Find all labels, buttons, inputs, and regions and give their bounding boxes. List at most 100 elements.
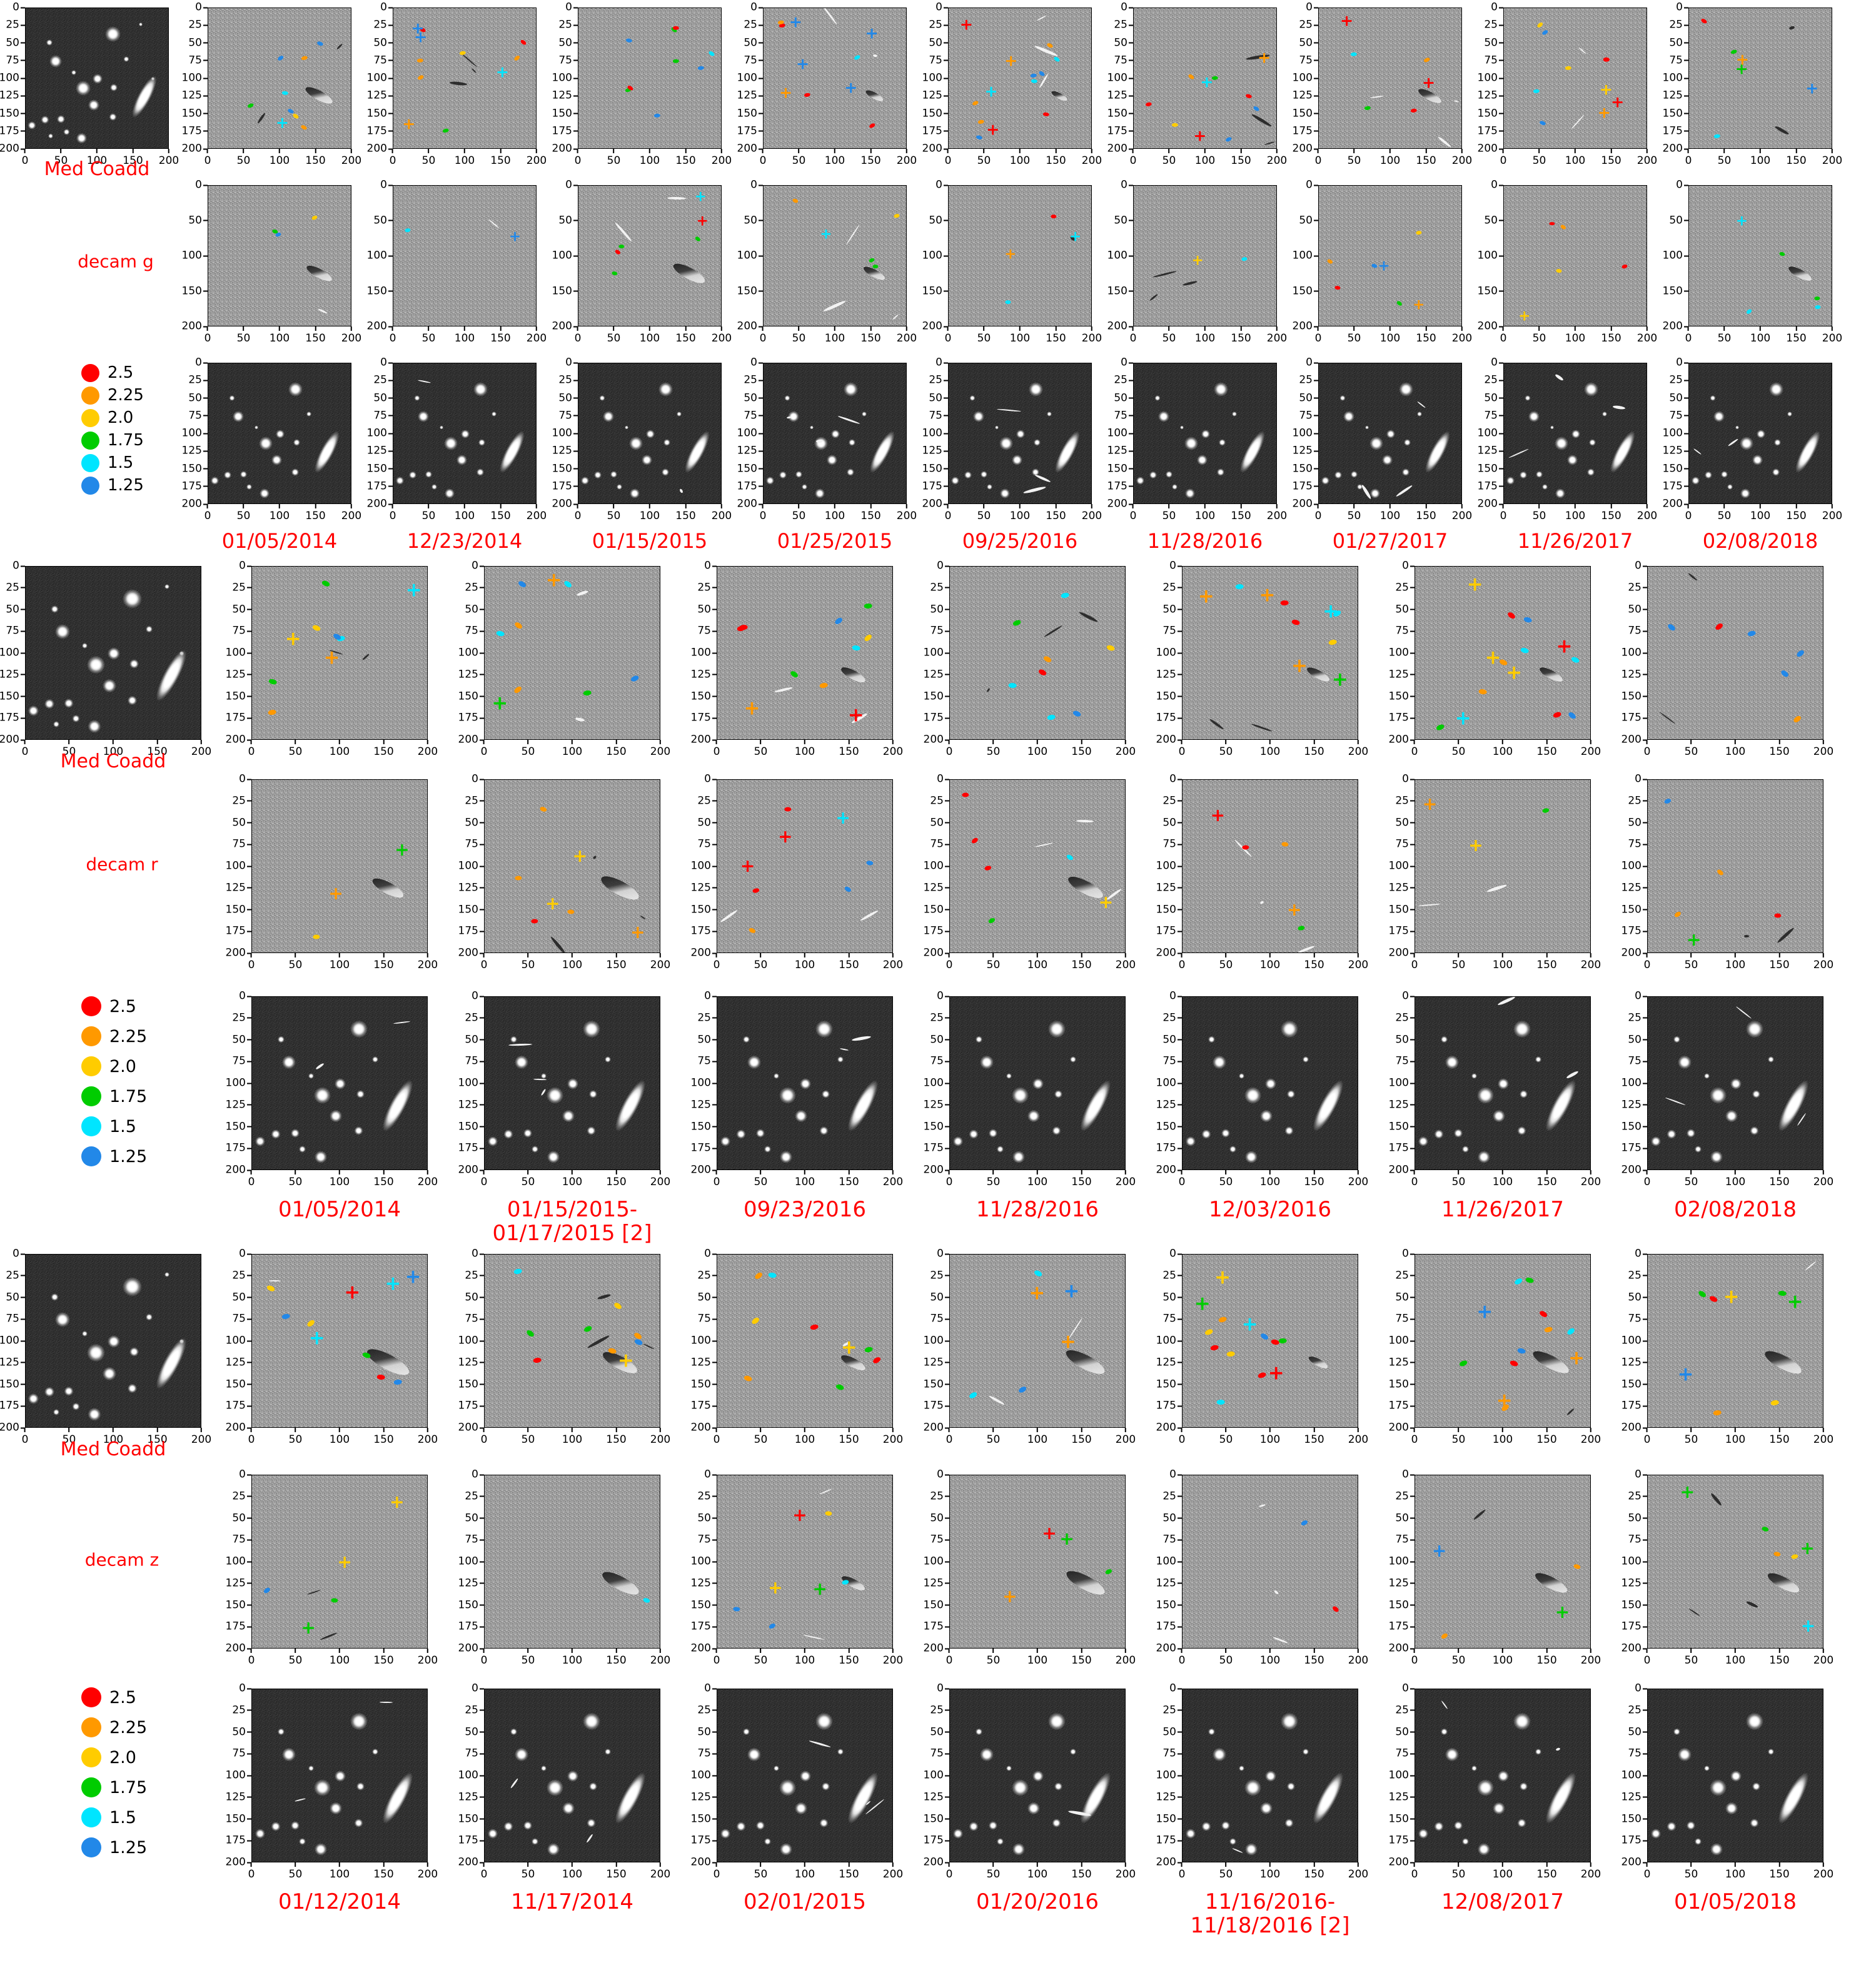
- epoch-date-caption[interactable]: 01/25/2015: [777, 530, 892, 553]
- panel-image: [578, 8, 722, 149]
- panel-image: + + + +: [393, 8, 537, 149]
- dark-artifact: [1566, 1408, 1575, 1416]
- detection-marker: [612, 271, 618, 276]
- y-axis-tick: 25: [1628, 1491, 1647, 1502]
- epoch-panel-difference: + +0 25 50 75 100 125 150 175 200 0 50 100 150 200: [1293, 2, 1473, 166]
- detection-marker: [1773, 1551, 1781, 1557]
- y-axis-tick: 0: [935, 2, 948, 13]
- y-axis-tick: 0: [1402, 1248, 1415, 1260]
- y-axis-tick: 100: [1389, 647, 1415, 659]
- y-axis-tick: 75: [1162, 1056, 1182, 1067]
- x-axis-tick: 0: [1500, 326, 1507, 344]
- detection-cross: +: [285, 627, 301, 650]
- epoch-date-caption[interactable]: 11/28/2016: [976, 1198, 1099, 1221]
- difference-noise-image: + + + +: [252, 1255, 427, 1427]
- x-axis-tick: 0: [946, 1428, 953, 1445]
- epoch-date-caption[interactable]: 02/01/2015: [744, 1890, 866, 1914]
- x-axis-tick: 200: [1581, 1862, 1601, 1880]
- y-axis-tick: 175: [552, 481, 578, 492]
- star-source: [64, 1386, 74, 1396]
- y-axis-tick: 150: [922, 463, 948, 474]
- star-source: [314, 1086, 331, 1104]
- detection-marker: [1573, 1563, 1581, 1570]
- detection-marker: [1814, 305, 1821, 309]
- star-source: [1445, 1747, 1460, 1762]
- detection-marker: [1350, 52, 1358, 57]
- epoch-date-caption[interactable]: 01/20/2016: [976, 1890, 1099, 1914]
- y-axis-tick: 25: [1395, 582, 1415, 593]
- epoch-date-caption[interactable]: 12/23/2014: [407, 530, 522, 553]
- epoch-date-caption[interactable]: 01/27/2017: [1333, 530, 1448, 553]
- epoch-date-caption[interactable]: 11/16/2016- 11/18/2016 [2]: [1191, 1890, 1350, 1937]
- y-axis-tick: 175: [1621, 1835, 1647, 1846]
- epoch-date-caption[interactable]: 11/28/2016: [1147, 530, 1263, 553]
- epoch-panel-template: 0 50 100 150 200 0 50 100 150 200: [182, 179, 362, 344]
- star-source: [350, 1020, 368, 1038]
- epoch-date-caption[interactable]: 02/08/2018: [1703, 530, 1818, 553]
- y-axis-tick: 200: [226, 734, 251, 745]
- x-axis-tick: 150: [1304, 1649, 1324, 1666]
- epoch-date-caption[interactable]: 09/25/2016: [962, 530, 1077, 553]
- panel-image: [1647, 566, 1823, 740]
- detection-cross: +: [1002, 1585, 1017, 1607]
- star-source: [503, 1822, 513, 1832]
- epoch-date-caption[interactable]: 01/05/2014: [278, 1198, 401, 1221]
- x-axis-tick: 150: [1304, 1428, 1324, 1445]
- detection-marker: [1708, 1295, 1718, 1303]
- epoch-date-caption[interactable]: 11/26/2017: [1441, 1198, 1564, 1221]
- epoch-date-caption[interactable]: 02/08/2018: [1674, 1198, 1797, 1221]
- x-axis-tick: 200: [650, 1862, 670, 1880]
- y-axis-tick: 125: [1156, 882, 1182, 893]
- star-source: [765, 477, 774, 485]
- detection-marker: [618, 244, 625, 248]
- star-source: [580, 477, 589, 485]
- residual-dipole: [1762, 1346, 1805, 1378]
- star-source: [662, 468, 670, 476]
- y-axis-tick: 200: [924, 947, 949, 959]
- epoch-panel-science: 0 25 50 75 100 125 150 175 200 0 50 100 150 200 11/26/…: [1478, 357, 1658, 552]
- y-axis-tick: 125: [226, 669, 251, 680]
- detection-marker: [1371, 263, 1378, 269]
- dark-artifact: [1251, 113, 1273, 128]
- star-source: [815, 1712, 833, 1730]
- epoch-date-caption[interactable]: 01/05/2018: [1674, 1890, 1797, 1914]
- y-axis-tick: 75: [1484, 55, 1503, 66]
- legend-label: 2.0: [108, 408, 134, 427]
- star-source: [795, 470, 803, 478]
- star-source: [819, 1818, 829, 1828]
- y-axis-tick: 175: [1389, 1835, 1415, 1846]
- y-axis-tick: 125: [182, 90, 208, 101]
- x-axis-tick: 100: [330, 740, 350, 757]
- epoch-date-line: 01/25/2015: [777, 529, 893, 553]
- y-axis-tick: 75: [929, 55, 948, 66]
- epoch-date-caption[interactable]: 12/08/2017: [1441, 1890, 1564, 1914]
- x-axis-tick: 200: [1822, 149, 1842, 166]
- epoch-date-caption[interactable]: 01/15/2015- 01/17/2015 [2]: [493, 1198, 652, 1245]
- epoch-panel-template: 0 25 50 75 100 125 150 175 200 0 50 100 150 200: [1156, 1469, 1369, 1666]
- panel-image: + + + +: [948, 8, 1092, 149]
- epoch-date-caption[interactable]: 11/17/2014: [511, 1890, 633, 1914]
- epoch-date-caption[interactable]: 11/26/2017: [1518, 530, 1633, 553]
- residual-dipole: [363, 1345, 413, 1380]
- star-source: [81, 1330, 88, 1336]
- x-axis-tick: 200: [1822, 504, 1842, 522]
- x-axis-tick: 50: [1452, 1428, 1466, 1445]
- y-axis-tick: 150: [0, 108, 25, 119]
- star-source: [408, 471, 417, 479]
- epoch-date-caption[interactable]: 01/12/2014: [278, 1890, 401, 1914]
- detection-marker: [1523, 616, 1533, 624]
- epoch-date-caption[interactable]: 09/23/2016: [744, 1198, 866, 1221]
- dark-artifact: [471, 68, 477, 74]
- detection-cross: +: [1735, 213, 1748, 230]
- epoch-date-caption[interactable]: 12/03/2016: [1209, 1198, 1331, 1221]
- star-source: [964, 471, 972, 479]
- y-axis-tick: 150: [367, 463, 393, 474]
- epoch-date-caption[interactable]: 01/15/2015: [592, 530, 707, 553]
- star-source: [1513, 1712, 1531, 1730]
- star-source: [1136, 477, 1144, 485]
- x-axis-tick: 200: [527, 149, 547, 166]
- y-axis-tick: 200: [1621, 1643, 1647, 1654]
- dark-artifact: [1688, 572, 1698, 582]
- y-axis-tick: 200: [1107, 143, 1133, 154]
- epoch-date-caption[interactable]: 01/05/2014: [222, 530, 337, 553]
